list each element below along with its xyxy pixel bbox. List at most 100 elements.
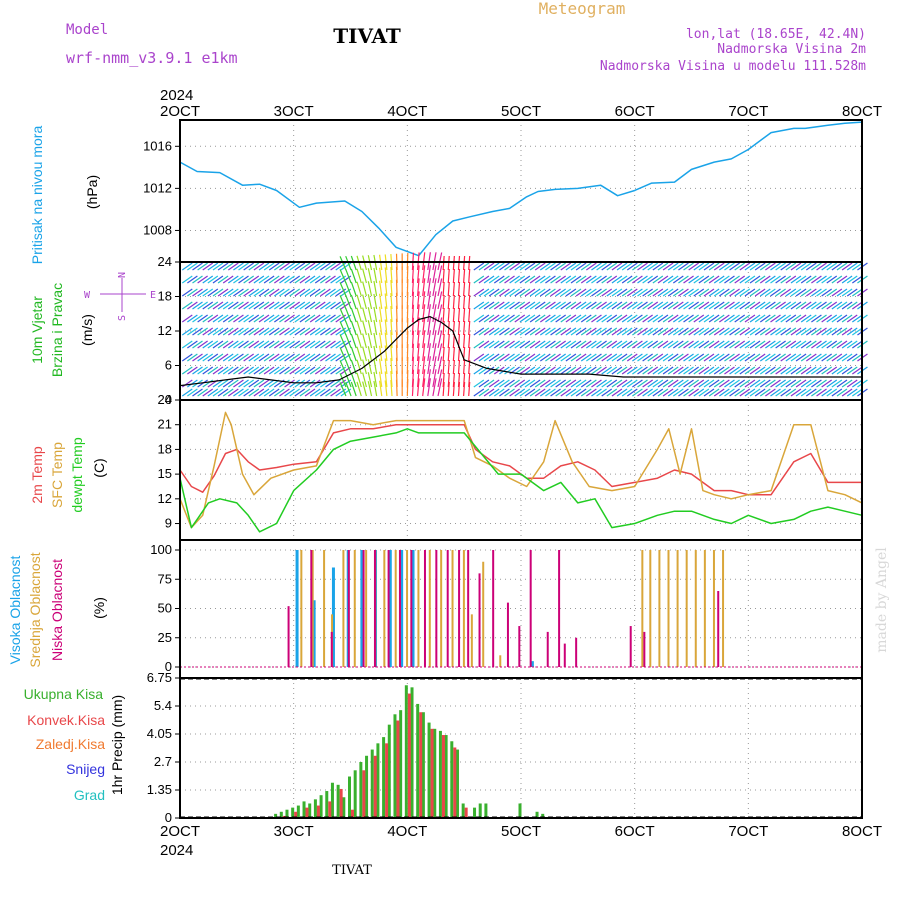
wind-barb (284, 379, 295, 388)
precip-total-bar (319, 795, 323, 818)
wind-barb (672, 340, 684, 349)
wind-barb (698, 366, 710, 375)
wind-barb (488, 340, 500, 349)
wind-barb (356, 320, 362, 336)
wind-barb (339, 373, 347, 388)
wind-barb (222, 366, 234, 375)
wind-barb (447, 333, 450, 349)
wind-barb (390, 345, 393, 362)
wind-barb (719, 327, 730, 336)
wind-barb (462, 372, 466, 388)
wind-barb (367, 307, 373, 323)
wind-barb (795, 340, 807, 349)
wind-barb (800, 275, 812, 284)
wind-barb (851, 314, 863, 323)
wind-barb (698, 288, 710, 297)
wind-barb (759, 314, 771, 323)
wind-barb (560, 340, 572, 349)
wind-barb (734, 301, 746, 310)
wind-barb (836, 275, 848, 284)
wind-barb (693, 388, 705, 397)
wind-barb (373, 319, 378, 336)
wind-barb (504, 353, 515, 362)
wind-barb (734, 340, 746, 349)
wind-barb (698, 353, 710, 362)
wind-barb (314, 262, 326, 271)
wind-barb (550, 366, 561, 375)
wind-barb (770, 301, 781, 310)
wind-barb (657, 327, 669, 336)
wind-barb (775, 379, 786, 388)
bottom-x-tick-5OCT: 5OCT (501, 823, 541, 840)
wind-barb (299, 366, 311, 375)
wind-barb (294, 275, 306, 284)
wind-barb (238, 275, 249, 284)
wind-barb (836, 262, 848, 271)
wind-barb (294, 379, 306, 388)
wind-barb (611, 288, 623, 297)
precip-conv-bar (396, 720, 400, 818)
wind-barb (248, 379, 260, 388)
wind-barb (816, 379, 827, 388)
wind-barb (770, 366, 781, 375)
wind-barb (626, 388, 638, 397)
wind-barb (378, 319, 383, 336)
wind-barb (729, 388, 740, 397)
wind-barb (836, 288, 848, 297)
wind-barb (586, 340, 597, 349)
wind-barb (427, 278, 431, 297)
wind-barb (672, 314, 684, 323)
wind-barb (570, 388, 582, 397)
wind-barb (754, 314, 766, 323)
wind-barb (233, 314, 244, 323)
precip-total-bar (410, 687, 414, 818)
wind-barb (805, 275, 817, 284)
wind-barb (390, 358, 393, 375)
precip-total-bar (342, 797, 346, 818)
wind-barb (509, 327, 520, 336)
wind-barb (457, 381, 461, 397)
wind-barb (468, 372, 471, 388)
wind-barb (693, 379, 705, 388)
wind-barb (846, 353, 858, 362)
wind-barb (217, 314, 229, 323)
temperature-ytick-label: 12 (158, 491, 172, 506)
wind-barb (248, 388, 260, 397)
wind-barb (703, 262, 715, 271)
wind-barb (698, 262, 710, 271)
wind-barb (560, 379, 572, 388)
wind-barb (591, 366, 602, 375)
wind-barb (632, 288, 643, 297)
wind-barb (652, 340, 664, 349)
wind-barb (314, 288, 326, 297)
wind-barb (851, 327, 863, 336)
wind-barb (846, 262, 858, 271)
wind-barb (637, 353, 648, 362)
wind-barb (390, 380, 393, 397)
wind-barb (378, 332, 383, 349)
wind-barb (601, 262, 613, 271)
wind-barb (422, 330, 426, 349)
wind-barb (411, 304, 415, 323)
wind-barb (442, 372, 445, 388)
wind-barb (539, 353, 551, 362)
wind-barb (390, 371, 393, 388)
wind-barb (263, 314, 275, 323)
wind-barb (437, 356, 443, 375)
wind-barb (268, 388, 280, 397)
wind-barb (442, 359, 445, 375)
wind-barb (273, 301, 285, 310)
wind-barb (452, 294, 455, 310)
wind-barb (350, 381, 357, 397)
wind-barb (708, 379, 720, 388)
precip-total-bar (421, 712, 425, 818)
wind-barb (724, 366, 735, 375)
wind-barb (304, 340, 316, 349)
wind-barb (688, 388, 700, 397)
wind-barb (724, 353, 735, 362)
wind-barb (258, 301, 270, 310)
wind-barb (248, 366, 260, 375)
precip-total-bar (348, 776, 351, 818)
wind-barb (591, 327, 602, 336)
wind-barb (678, 288, 689, 297)
